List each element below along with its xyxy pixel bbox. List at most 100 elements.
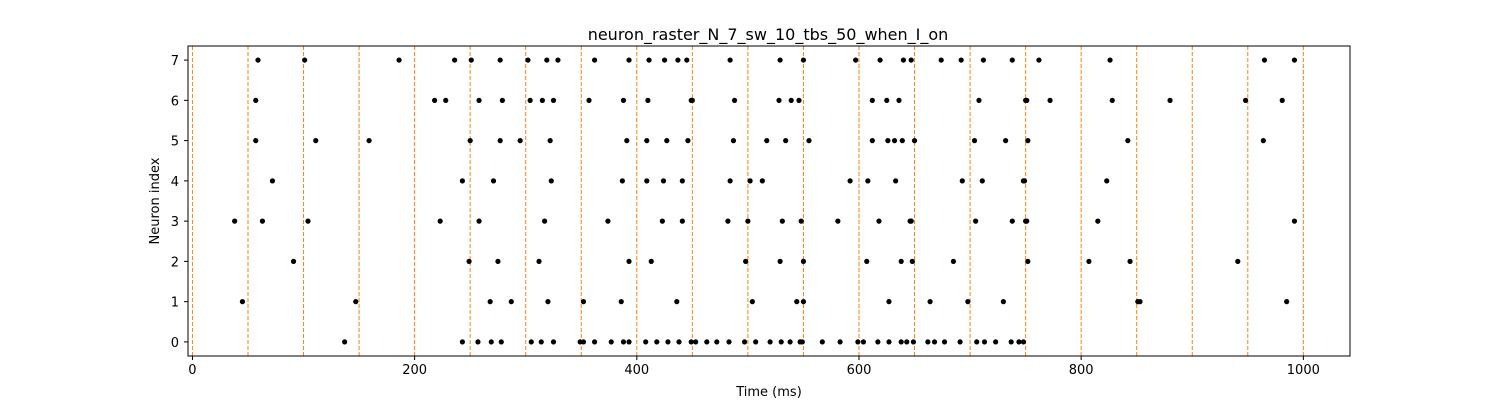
spike-n0-2: [475, 339, 481, 345]
spike-n6-19: [896, 97, 902, 103]
spike-n4-5: [644, 178, 650, 184]
spike-n0-17: [676, 339, 682, 345]
spike-n5-18: [899, 138, 905, 144]
x-tick-label: 400: [624, 363, 649, 378]
spike-n7-20: [900, 57, 907, 63]
spike-n3-0: [232, 218, 238, 224]
spike-n0-15: [654, 339, 660, 345]
spike-n2-13: [1025, 258, 1031, 264]
spike-n4-2: [490, 178, 497, 184]
x-tick-label: 200: [402, 363, 427, 378]
spike-n0-27: [787, 339, 793, 345]
spike-n7-8: [555, 57, 561, 63]
spike-n7-28: [1261, 57, 1268, 63]
spike-n3-11: [779, 218, 785, 224]
spike-n1-17: [1284, 299, 1290, 305]
spike-n1-6: [618, 299, 624, 305]
spike-n2-11: [909, 258, 915, 264]
spike-n0-9: [580, 339, 587, 345]
spike-n3-10: [745, 218, 751, 224]
spike-n0-29: [799, 339, 805, 345]
spike-n6-5: [527, 97, 533, 103]
spike-n0-18: [688, 339, 694, 345]
spike-n5-2: [366, 138, 372, 144]
spike-n5-11: [730, 138, 737, 144]
spike-n3-22: [1291, 218, 1298, 224]
spike-n6-17: [869, 97, 875, 103]
spike-n6-12: [689, 97, 695, 103]
spike-n7-18: [853, 57, 859, 63]
spike-n7-26: [1036, 57, 1042, 63]
spike-n7-3: [452, 57, 458, 63]
spike-n6-25: [1167, 97, 1173, 103]
x-tick-label: 0: [188, 363, 196, 378]
spike-n6-9: [620, 97, 627, 103]
spike-n0-23: [741, 339, 748, 345]
spike-n6-6: [539, 97, 545, 103]
spike-n6-2: [443, 97, 449, 103]
spike-n7-11: [646, 57, 652, 63]
spike-n0-30: [819, 339, 825, 345]
spike-n4-13: [893, 178, 899, 184]
chart-title: neuron_raster_N_7_sw_10_tbs_50_when_I_on: [588, 25, 949, 45]
spike-n2-1: [466, 258, 472, 264]
spike-n1-13: [965, 299, 971, 305]
spike-n3-13: [835, 218, 841, 224]
spike-n7-9: [591, 57, 598, 63]
spike-n7-22: [938, 57, 944, 63]
y-tick-label: 6: [171, 94, 179, 109]
spike-n6-16: [796, 97, 802, 103]
spike-n6-7: [550, 97, 557, 103]
spike-n0-16: [665, 339, 671, 345]
spike-n5-9: [664, 138, 670, 144]
spike-n6-14: [776, 97, 782, 103]
spike-n6-13: [731, 97, 738, 103]
spike-n6-26: [1242, 97, 1249, 103]
spike-n0-37: [904, 339, 910, 345]
spike-n5-22: [1025, 138, 1031, 144]
spike-n0-26: [778, 339, 784, 345]
spike-n1-11: [886, 299, 892, 305]
spike-n0-1: [459, 339, 465, 345]
spike-n1-9: [794, 299, 800, 305]
x-tick-label: 600: [847, 363, 872, 378]
y-tick-label: 3: [171, 215, 179, 230]
spike-n7-29: [1291, 57, 1298, 63]
spike-n3-21: [1095, 218, 1101, 224]
spike-n7-7: [544, 57, 550, 63]
spike-n0-21: [714, 339, 720, 345]
spike-n4-1: [459, 178, 465, 184]
spike-n0-43: [974, 339, 980, 345]
y-tick-label: 5: [171, 135, 179, 150]
spike-n3-9: [725, 218, 731, 224]
spike-n0-24: [753, 339, 759, 345]
spike-n4-15: [979, 178, 985, 184]
spike-n4-9: [747, 178, 753, 184]
spike-n5-10: [685, 138, 691, 144]
spike-n0-39: [925, 339, 931, 345]
spike-n2-7: [777, 258, 783, 264]
spike-n0-38: [910, 339, 917, 345]
spike-n1-3: [508, 299, 514, 305]
spike-n3-1: [259, 218, 266, 224]
spike-n5-3: [467, 138, 473, 144]
spike-n5-21: [1003, 138, 1009, 144]
spike-n0-46: [1008, 339, 1014, 345]
spike-n5-14: [806, 138, 812, 144]
y-axis-ticks: 0 1 2 3 4 5 6 7: [171, 54, 188, 351]
spike-n6-3: [476, 97, 482, 103]
spike-n1-2: [487, 299, 493, 305]
spike-n0-32: [855, 339, 861, 345]
spike-n3-14: [876, 218, 882, 224]
spike-n2-5: [648, 258, 654, 264]
spike-n5-7: [624, 138, 630, 144]
spike-n7-0: [255, 57, 261, 63]
spike-n0-20: [704, 339, 710, 345]
spike-n1-12: [927, 299, 933, 305]
spike-n0-22: [726, 339, 732, 345]
x-axis-ticks: 0 200 400 600 800 1000: [188, 356, 1320, 378]
spike-n0-31: [837, 339, 843, 345]
spike-n2-2: [495, 258, 501, 264]
spike-n7-19: [877, 57, 883, 63]
